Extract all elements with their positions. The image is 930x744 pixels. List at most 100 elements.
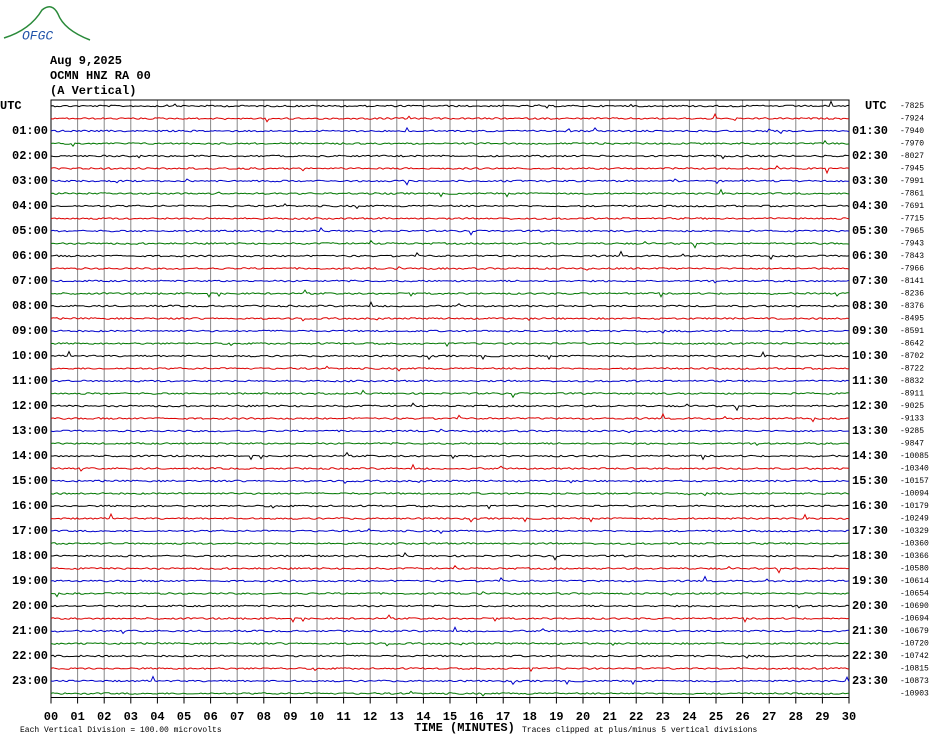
- right-label: 05:30: [852, 224, 888, 238]
- logo-mark: [3, 6, 91, 41]
- trace: [51, 552, 850, 561]
- left-label: 10:00: [12, 349, 48, 363]
- trace: [50, 279, 850, 284]
- x-tick-label: 28: [789, 710, 803, 724]
- offset-label: -10366: [900, 552, 929, 561]
- trace: [50, 112, 850, 123]
- x-tick-label: 25: [709, 710, 723, 724]
- offset-label: -8911: [900, 390, 924, 399]
- trace: [50, 188, 850, 198]
- right-label: 03:30: [852, 174, 888, 188]
- offset-label: -7924: [900, 115, 924, 124]
- trace: [50, 614, 850, 623]
- trace: [50, 591, 850, 598]
- plot-frame: [50, 99, 850, 698]
- trace: [50, 451, 850, 461]
- trace: [50, 365, 850, 372]
- offset-label: -8236: [900, 290, 924, 299]
- trace: [50, 492, 850, 497]
- trace: [50, 575, 850, 583]
- trace: [50, 442, 850, 447]
- offset-label: -8141: [900, 277, 924, 286]
- right-label: 07:30: [852, 274, 888, 288]
- offset-label: -7691: [900, 202, 924, 211]
- right-label: 23:30: [852, 674, 888, 688]
- trace: [50, 690, 850, 697]
- right-label: 04:30: [852, 199, 888, 213]
- offset-label: -7825: [900, 102, 924, 111]
- left-label: 15:00: [12, 474, 48, 488]
- trace: [50, 604, 850, 609]
- left-label: UTC: [0, 99, 22, 113]
- left-label: 17:00: [12, 524, 48, 538]
- trace: [50, 289, 849, 298]
- scale-note: Each Vertical Division = 100.00 microvol…: [20, 726, 222, 735]
- trace: [50, 528, 850, 535]
- offset-label: -7966: [900, 265, 924, 274]
- x-tick-label: 13: [390, 710, 404, 724]
- x-tick-label: 12: [363, 710, 377, 724]
- trace: [50, 217, 850, 220]
- offset-label: -7970: [900, 140, 924, 149]
- x-tick-label: 11: [336, 710, 350, 724]
- offset-label: -10329: [900, 527, 929, 536]
- x-tick-label: 29: [815, 710, 829, 724]
- offset-label: -7945: [900, 165, 924, 174]
- right-label: 14:30: [852, 449, 888, 463]
- x-tick-label: 18: [523, 710, 537, 724]
- offset-label: -10249: [900, 515, 929, 524]
- x-axis-title: TIME (MINUTES): [414, 721, 515, 735]
- left-label: 23:00: [12, 674, 48, 688]
- x-tick-label: 07: [230, 710, 244, 724]
- right-label: 19:30: [852, 574, 888, 588]
- trace: [50, 402, 850, 412]
- trace: [50, 250, 850, 261]
- offset-label: -10360: [900, 540, 929, 549]
- left-label: 13:00: [12, 424, 48, 438]
- right-label: 01:30: [852, 124, 888, 138]
- trace: [50, 564, 850, 574]
- offset-label: -10340: [900, 465, 929, 474]
- offset-label: -10654: [900, 590, 929, 599]
- left-label: 01:00: [12, 124, 48, 138]
- left-label: 19:00: [12, 574, 48, 588]
- left-label: 12:00: [12, 399, 48, 413]
- x-tick-label: 09: [283, 710, 297, 724]
- offset-label: -8722: [900, 365, 924, 374]
- x-tick-label: 05: [177, 710, 191, 724]
- left-label: 16:00: [12, 499, 48, 513]
- trace: [50, 389, 850, 399]
- right-label: 10:30: [852, 349, 888, 363]
- offset-label: -7843: [900, 252, 924, 261]
- trace: [50, 317, 850, 322]
- clip-note: Traces clipped at plus/minus 5 vertical …: [522, 726, 757, 735]
- trace: [50, 301, 850, 308]
- x-tick-label: 30: [842, 710, 856, 724]
- trace: [50, 165, 850, 175]
- right-label: 17:30: [852, 524, 888, 538]
- offset-label: -8376: [900, 302, 924, 311]
- trace: [50, 675, 850, 686]
- right-label: 18:30: [852, 549, 888, 563]
- offset-label: -8591: [900, 327, 924, 336]
- offset-label: -8495: [900, 315, 924, 324]
- left-label: 22:00: [12, 649, 48, 663]
- x-tick-label: 15: [443, 710, 457, 724]
- offset-label: -7965: [900, 227, 924, 236]
- x-tick-label: 27: [762, 710, 776, 724]
- x-tick-label: 04: [150, 710, 164, 724]
- trace: [50, 642, 850, 647]
- x-tick-label: 01: [70, 710, 84, 724]
- left-label: 21:00: [12, 624, 48, 638]
- right-label: 08:30: [852, 299, 888, 313]
- trace: [50, 342, 850, 348]
- trace: [50, 203, 850, 210]
- trace: [50, 512, 850, 523]
- offset-label: -7943: [900, 240, 924, 249]
- right-label: 02:30: [852, 149, 888, 163]
- offset-label: -10815: [900, 665, 929, 674]
- left-label: 06:00: [12, 249, 48, 263]
- trace: [50, 350, 850, 361]
- x-tick-label: 21: [602, 710, 616, 724]
